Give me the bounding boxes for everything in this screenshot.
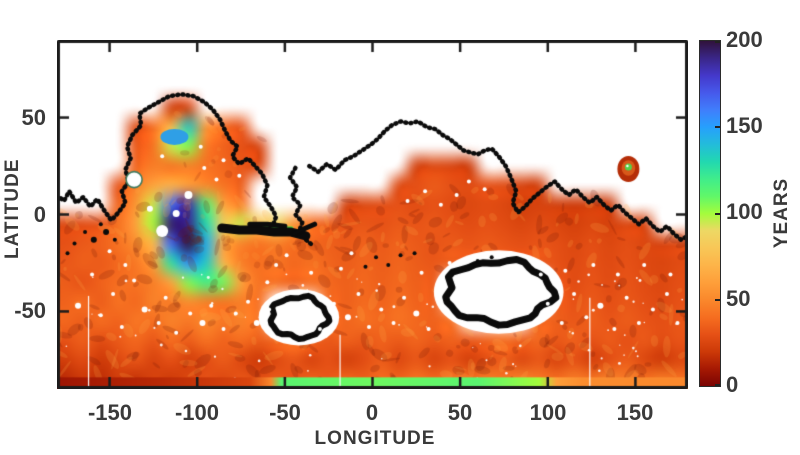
colorbar-notch — [715, 384, 720, 386]
x-tick-label-0: -150 — [87, 400, 133, 425]
colorbar-tick-label-50: 50 — [726, 286, 751, 311]
y-axis-label: LATITUDE — [2, 158, 23, 259]
x-tick-label-1: -100 — [174, 400, 220, 425]
y-tick-label-2: -50 — [14, 298, 46, 323]
colorbar-tick-label-100: 100 — [726, 199, 763, 224]
colorbar-notch — [715, 212, 720, 215]
mars-heatmap-canvas — [57, 40, 688, 389]
colorbar-tick-label-200: 200 — [726, 27, 763, 52]
colorbar-notch — [715, 41, 720, 43]
colorbar — [699, 40, 721, 387]
colorbar-tick-label-0: 0 — [726, 372, 739, 397]
colorbar-tick-label-150: 150 — [726, 113, 763, 138]
y-tick-label-0: 50 — [21, 105, 46, 130]
y-tick-label-1: 0 — [33, 202, 46, 227]
x-tick-label-2: -50 — [269, 400, 301, 425]
x-tick-label-6: 150 — [616, 400, 654, 425]
colorbar-notch — [715, 298, 720, 301]
x-tick-label-4: 50 — [447, 400, 473, 425]
x-tick-label-5: 100 — [529, 400, 567, 425]
x-tick-label-3: 0 — [365, 400, 379, 425]
colorbar-notch — [715, 126, 720, 129]
colorbar-label: YEARS — [771, 177, 792, 249]
x-axis-label: LONGITUDE — [314, 428, 436, 449]
